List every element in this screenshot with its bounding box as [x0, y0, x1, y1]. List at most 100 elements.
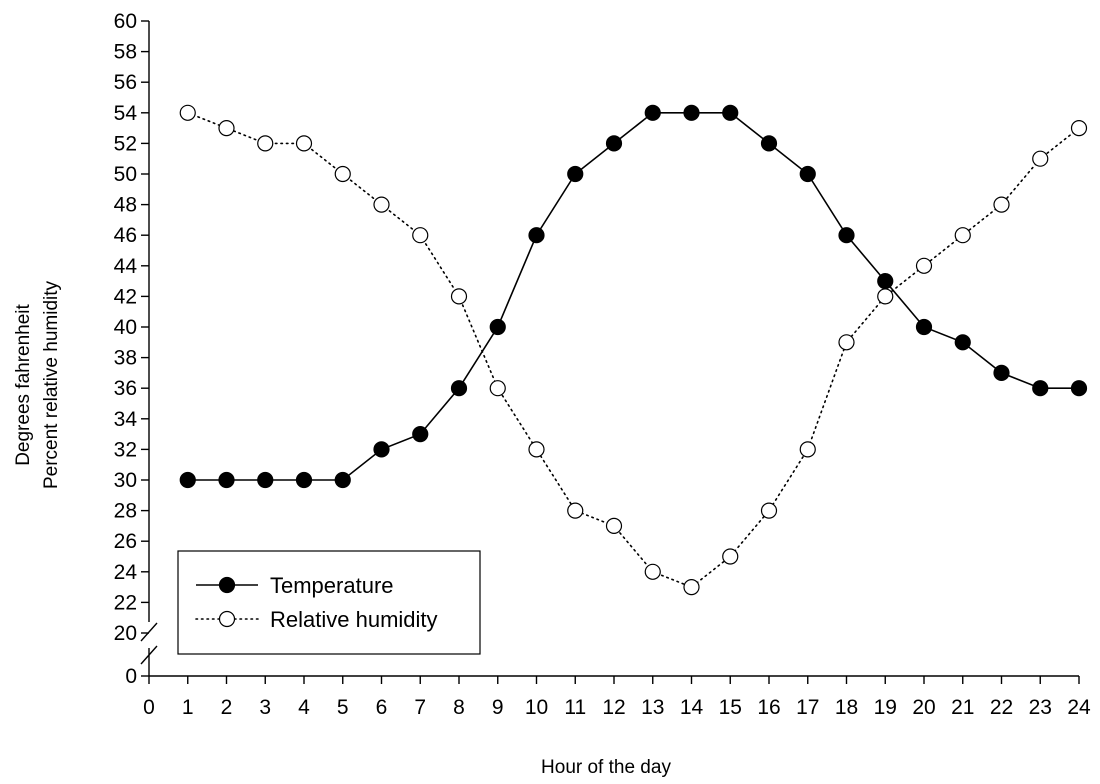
x-tick-label-3: 3	[259, 696, 271, 719]
x-tick-label-20: 20	[912, 696, 935, 719]
data-point-temperature-hour-1	[179, 471, 196, 489]
data-point-temperature-hour-18	[838, 227, 855, 244]
x-tick-label-17: 17	[796, 696, 819, 719]
data-point-temperature-hour-7	[412, 426, 429, 443]
legend: Temperature Relative humidity	[177, 550, 481, 655]
x-tick-label-22: 22	[990, 696, 1013, 719]
data-point-relative-humidity-hour-16	[760, 502, 778, 519]
x-tick-label-19: 19	[874, 696, 897, 719]
y-tick-label-54: 54	[114, 102, 138, 125]
x-axis-title: Hour of the day	[541, 757, 671, 778]
x-tick-label-12: 12	[602, 696, 625, 719]
data-point-relative-humidity-hour-11	[567, 502, 584, 519]
data-point-temperature-hour-13	[644, 104, 661, 121]
x-tick-label-2: 2	[221, 696, 233, 719]
series-line-temperature	[187, 112, 1079, 481]
x-tick-label-8: 8	[453, 696, 465, 719]
data-point-relative-humidity-hour-13	[644, 563, 661, 580]
data-point-relative-humidity-hour-23	[1032, 150, 1049, 167]
legend-marker-relative-humidity	[218, 610, 236, 628]
data-point-relative-humidity-hour-2	[218, 120, 235, 137]
x-tick-label-18: 18	[835, 696, 858, 719]
x-tick-label-16: 16	[757, 696, 780, 719]
legend-marker-temperature	[218, 576, 236, 594]
data-point-relative-humidity-hour-20	[915, 257, 933, 274]
data-point-relative-humidity-hour-3	[257, 135, 274, 152]
legend-box	[177, 550, 481, 655]
data-point-temperature-hour-15	[722, 104, 739, 121]
y-tick-label-32: 32	[114, 438, 137, 461]
x-tick-label-15: 15	[719, 696, 742, 719]
y-axis-title-line-2: Percent relative humidity	[41, 280, 62, 489]
data-point-temperature-hour-19	[877, 273, 894, 290]
data-point-relative-humidity-hour-19	[877, 288, 894, 305]
data-point-relative-humidity-hour-12	[605, 517, 623, 535]
y-tick-label-40: 40	[114, 316, 137, 339]
data-point-temperature-hour-21	[954, 334, 971, 351]
data-point-temperature-hour-14	[683, 104, 700, 121]
y-tick-label-30: 30	[114, 469, 137, 492]
y-axis-break-mark-lower	[140, 645, 158, 665]
y-tick-label-34: 34	[114, 408, 138, 431]
y-tick-label-38: 38	[114, 347, 137, 370]
data-point-temperature-hour-9	[489, 318, 506, 336]
y-tick-label-26: 26	[114, 530, 137, 553]
series-layer	[179, 104, 1088, 596]
x-tick-label-4: 4	[298, 696, 310, 719]
x-tick-label-24: 24	[1067, 696, 1091, 719]
data-point-relative-humidity-hour-6	[373, 196, 390, 213]
data-point-relative-humidity-hour-18	[838, 334, 855, 351]
series-line-relative-humidity	[186, 112, 1080, 589]
y-tick-label-0: 0	[125, 665, 137, 688]
data-point-relative-humidity-hour-5	[334, 165, 351, 183]
y-tick-label-46: 46	[114, 224, 137, 247]
data-point-temperature-hour-23	[1032, 380, 1049, 397]
x-tick-label-14: 14	[680, 696, 704, 719]
y-tick-label-60: 60	[114, 10, 137, 33]
y-tick-label-48: 48	[114, 194, 137, 217]
data-point-relative-humidity-hour-24	[1070, 120, 1088, 137]
data-point-relative-humidity-hour-14	[683, 578, 700, 596]
data-point-temperature-hour-3	[257, 471, 274, 489]
data-point-relative-humidity-hour-8	[450, 288, 468, 305]
data-point-temperature-hour-6	[373, 441, 390, 458]
data-point-temperature-hour-20	[915, 318, 933, 336]
data-point-temperature-hour-5	[334, 471, 351, 489]
data-point-temperature-hour-17	[799, 165, 816, 183]
x-tick-label-21: 21	[951, 696, 974, 719]
data-point-relative-humidity-hour-1	[179, 104, 196, 121]
y-tick-label-56: 56	[114, 71, 137, 94]
y-tick-label-24: 24	[114, 561, 138, 584]
x-tick-label-23: 23	[1029, 696, 1052, 719]
y-axis-title-line-1: Degrees fahrenheit	[13, 303, 34, 465]
data-point-relative-humidity-hour-21	[954, 227, 971, 244]
x-tick-label-6: 6	[376, 696, 388, 719]
data-point-relative-humidity-hour-10	[528, 441, 545, 458]
data-point-relative-humidity-hour-17	[799, 441, 816, 458]
data-point-temperature-hour-2	[218, 471, 235, 489]
y-tick-label-58: 58	[114, 41, 137, 64]
y-tick-label-52: 52	[114, 132, 137, 155]
data-point-temperature-hour-12	[605, 135, 623, 152]
data-point-temperature-hour-16	[760, 135, 778, 152]
axes: 0202224262830323436384042444648505254565…	[114, 10, 1091, 719]
y-tick-label-42: 42	[114, 285, 137, 308]
y-tick-label-22: 22	[114, 591, 137, 614]
data-point-temperature-hour-11	[567, 165, 584, 183]
x-tick-label-10: 10	[525, 696, 548, 719]
x-tick-label-9: 9	[492, 696, 504, 719]
data-point-temperature-hour-8	[450, 380, 468, 397]
y-axis-break-mark-upper	[140, 622, 158, 642]
data-point-temperature-hour-4	[295, 471, 313, 489]
y-tick-label-44: 44	[114, 255, 138, 278]
x-tick-label-13: 13	[641, 696, 664, 719]
x-tick-label-7: 7	[414, 696, 426, 719]
data-point-temperature-hour-10	[528, 227, 545, 244]
data-point-relative-humidity-hour-15	[722, 548, 739, 565]
data-point-relative-humidity-hour-4	[295, 135, 313, 152]
data-point-temperature-hour-24	[1070, 380, 1088, 397]
legend-label-temperature: Temperature	[270, 573, 394, 598]
y-tick-label-36: 36	[114, 377, 137, 400]
y-tick-label-50: 50	[114, 163, 137, 186]
